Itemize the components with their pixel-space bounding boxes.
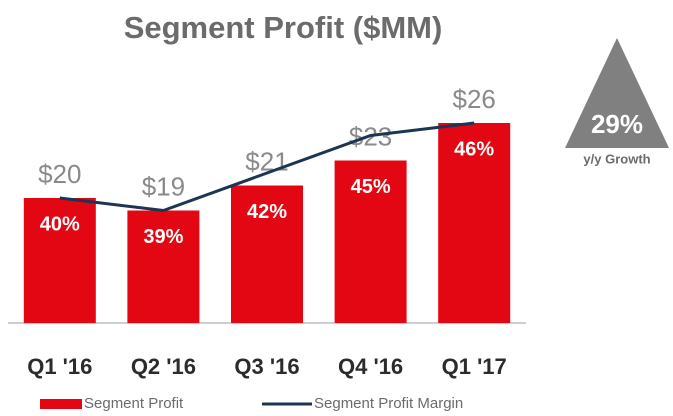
bar (334, 160, 407, 323)
bar (23, 198, 96, 323)
growth-value: 29% (591, 109, 643, 139)
legend-swatch (40, 399, 82, 409)
bar (438, 123, 511, 323)
x-tick-label: Q4 '16 (338, 354, 403, 379)
margin-label: 46% (454, 138, 494, 160)
growth-triangle (565, 38, 669, 148)
x-tick-label: Q2 '16 (131, 354, 196, 379)
margin-label: 39% (143, 226, 183, 248)
x-tick-label: Q1 '17 (442, 354, 507, 379)
margin-line (59, 121, 475, 213)
margin-label: 40% (40, 213, 80, 235)
bar-value-label: $21 (245, 146, 288, 176)
x-tick-label: Q1 '16 (27, 354, 92, 379)
x-tick-label: Q3 '16 (234, 354, 299, 379)
margin-label: 42% (247, 201, 287, 223)
chart-title: Segment Profit ($MM) (124, 10, 443, 45)
legend-label: Segment Profit Margin (314, 395, 463, 412)
bar (127, 210, 200, 323)
legend-label: Segment Profit (84, 395, 184, 412)
bar (231, 185, 303, 323)
bar-value-label: $19 (142, 171, 185, 201)
growth-caption: y/y Growth (583, 151, 650, 166)
margin-label: 45% (351, 176, 391, 198)
bar-value-label: $20 (38, 159, 81, 189)
bar-value-label: $26 (453, 84, 496, 114)
